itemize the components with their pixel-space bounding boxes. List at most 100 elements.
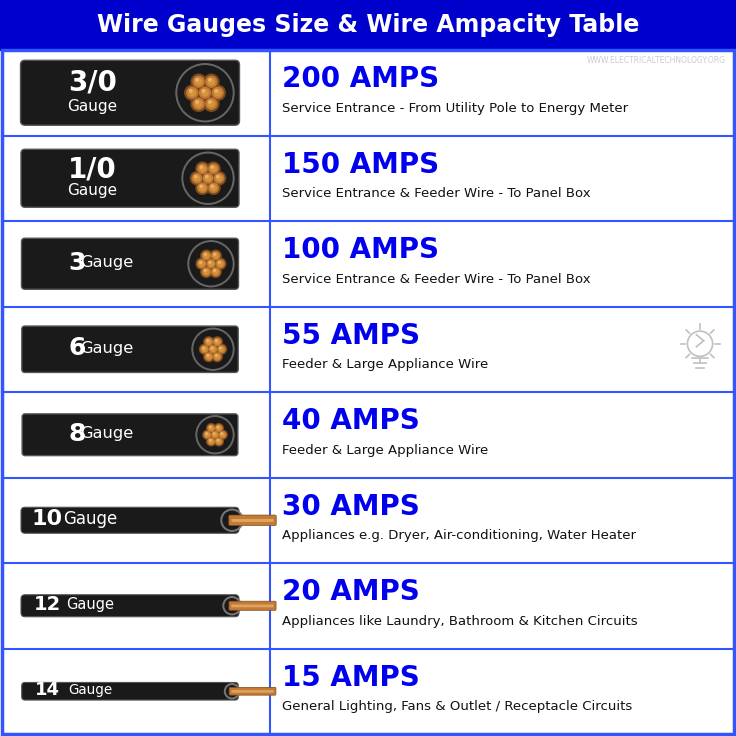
Text: 150 AMPS: 150 AMPS [282,151,439,179]
Circle shape [203,174,213,183]
Text: 8: 8 [68,422,86,446]
Bar [2,135,734,221]
Circle shape [210,431,219,439]
Circle shape [209,261,213,266]
Circle shape [208,79,214,85]
Circle shape [196,79,199,81]
Circle shape [219,261,220,263]
Bar [2,478,734,563]
Circle shape [213,433,215,434]
Text: Service Entrance & Feeder Wire - To Panel Box: Service Entrance & Feeder Wire - To Pane… [282,187,590,200]
Circle shape [199,166,205,171]
Circle shape [215,340,219,344]
Circle shape [214,424,223,433]
Circle shape [205,353,213,360]
Text: 20 AMPS: 20 AMPS [282,578,420,606]
Circle shape [194,330,232,368]
Circle shape [196,101,199,103]
Circle shape [203,431,212,439]
Circle shape [184,155,232,202]
Bar [2,221,734,306]
Circle shape [208,79,211,81]
Circle shape [205,258,216,269]
Circle shape [192,328,234,370]
Circle shape [199,344,210,354]
FancyBboxPatch shape [21,238,238,289]
Circle shape [217,439,221,443]
Circle shape [215,355,219,358]
Bar [2,648,734,734]
FancyBboxPatch shape [232,690,274,693]
Circle shape [207,424,216,433]
Text: 40 AMPS: 40 AMPS [282,407,420,435]
Circle shape [194,99,204,109]
Circle shape [207,162,220,175]
Circle shape [224,684,239,698]
Circle shape [216,175,219,178]
Circle shape [213,253,216,255]
FancyBboxPatch shape [232,604,274,607]
Circle shape [227,686,238,697]
Circle shape [213,269,218,274]
Circle shape [176,64,234,121]
Circle shape [206,99,217,109]
Text: Gauge: Gauge [68,683,112,697]
Circle shape [225,599,239,613]
Circle shape [218,431,227,439]
Circle shape [217,426,221,430]
Circle shape [191,74,206,89]
Circle shape [212,252,219,260]
Text: 100 AMPS: 100 AMPS [282,236,439,264]
Circle shape [182,152,234,205]
Circle shape [194,175,197,178]
Text: Gauge: Gauge [66,597,114,612]
Circle shape [213,253,218,258]
Circle shape [213,171,225,185]
Text: 12: 12 [33,595,60,615]
FancyBboxPatch shape [21,507,239,534]
Text: 1/0: 1/0 [68,155,116,183]
Circle shape [194,175,199,181]
Circle shape [196,101,202,107]
Circle shape [204,269,208,274]
Circle shape [218,261,223,266]
Circle shape [205,339,213,345]
Circle shape [216,260,224,268]
FancyBboxPatch shape [21,60,239,125]
Circle shape [204,269,206,272]
Circle shape [178,66,232,120]
Text: 55 AMPS: 55 AMPS [282,322,420,350]
Circle shape [219,347,222,349]
Circle shape [196,416,234,454]
Circle shape [196,181,209,194]
Circle shape [209,261,211,263]
Circle shape [215,90,221,96]
Circle shape [200,166,202,169]
Circle shape [205,175,210,181]
Circle shape [216,175,222,181]
Text: 14: 14 [35,682,60,699]
Circle shape [221,433,224,436]
Circle shape [208,101,211,103]
Circle shape [198,260,205,268]
Circle shape [216,425,222,431]
Circle shape [210,85,225,100]
Circle shape [197,85,213,100]
FancyBboxPatch shape [21,682,238,700]
Text: Service Entrance & Feeder Wire - To Panel Box: Service Entrance & Feeder Wire - To Pane… [282,272,590,286]
Circle shape [209,164,218,174]
Circle shape [212,431,219,438]
Circle shape [206,77,217,87]
Circle shape [216,438,222,445]
Circle shape [208,101,214,107]
Circle shape [194,77,204,87]
Bar [2,563,734,648]
Circle shape [198,183,207,193]
Circle shape [213,353,221,360]
Circle shape [216,344,227,354]
Circle shape [207,355,210,358]
Circle shape [202,90,208,96]
Circle shape [204,74,219,89]
Circle shape [218,346,225,353]
Circle shape [208,425,214,431]
